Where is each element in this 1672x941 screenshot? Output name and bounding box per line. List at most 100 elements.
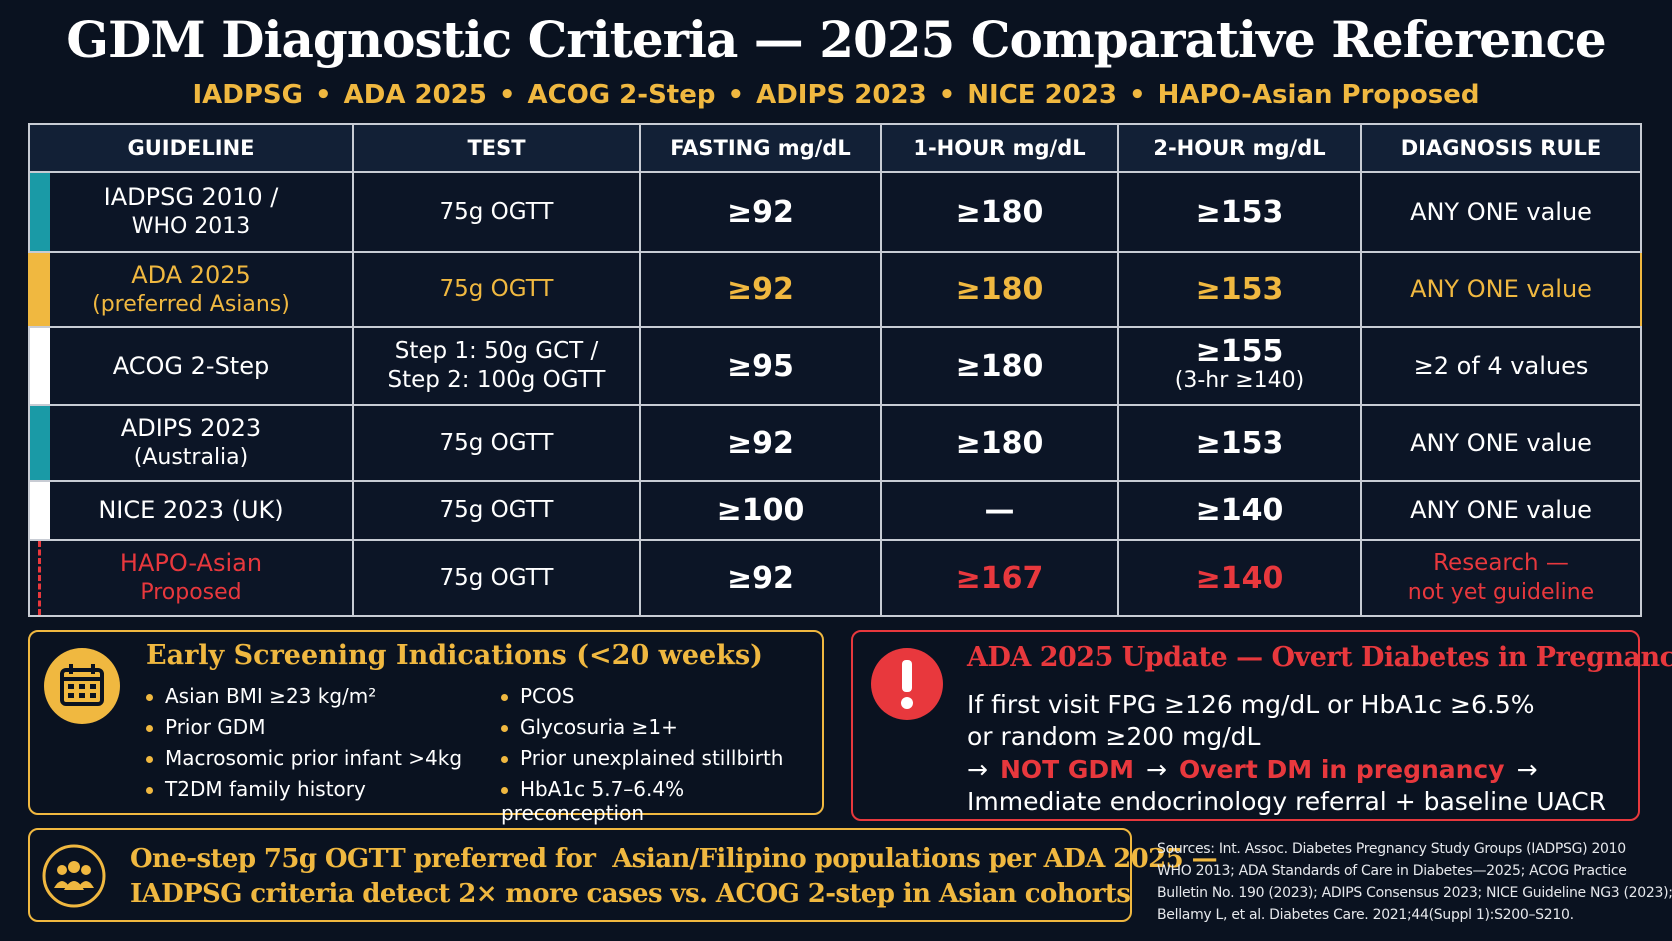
cell-line: ANY ONE value: [1410, 197, 1592, 226]
table-cell: Step 1: 50g GCT / Step 2: 100g OGTT: [352, 326, 641, 406]
cell-line: Proposed: [140, 580, 242, 605]
cell-line: ≥155: [1195, 334, 1284, 369]
table-cell: ANY ONE value: [1360, 404, 1642, 482]
banner-text: One-step 75g OGTT preferred for Asian/Fi…: [130, 842, 1218, 912]
cell-line: ≥140: [1195, 493, 1284, 528]
cell-line: ACOG 2-Step: [112, 351, 270, 380]
cell-line: WHO 2013: [131, 214, 251, 239]
alert-icon: [871, 648, 943, 720]
cell-line: Research —: [1433, 550, 1569, 576]
table-cell: ADA 2025 (preferred Asians): [28, 251, 354, 328]
people-icon: [42, 844, 106, 908]
bullet-item: PCOS: [501, 684, 821, 715]
table-row: ADA 2025 (preferred Asians) 75g OGTT ≥92 ≥18…: [28, 251, 1642, 328]
separator: •: [498, 80, 516, 110]
table-cell: ≥95: [639, 326, 882, 406]
cell-line: ≥153: [1195, 194, 1284, 230]
row-accent: [30, 253, 50, 326]
calendar-icon: [44, 648, 120, 724]
table-cell: 75g OGTT: [352, 480, 641, 541]
table-cell: HAPO-Asian Proposed: [28, 539, 354, 617]
highlight: Overt DM in pregnancy: [1179, 755, 1505, 784]
bullet-item: Prior unexplained stillbirth: [501, 746, 821, 777]
cell-line: ANY ONE value: [1410, 275, 1592, 303]
cell-line: ≥92: [727, 194, 794, 230]
header-row: GUIDELINE TEST FASTING mg/dL 1-HOUR mg/dL 2-…: [28, 123, 1642, 173]
table-body: IADPSG 2010 / WHO 2013 75g OGTT ≥92 ≥180 ≥153…: [28, 171, 1642, 617]
table-cell: ≥153: [1117, 171, 1362, 253]
table-cell: ≥153: [1117, 251, 1362, 328]
table-cell: ≥100: [639, 480, 882, 541]
cell-line: (3-hr ≥140): [1174, 368, 1305, 393]
table-cell: 75g OGTT: [352, 171, 641, 253]
cell-line: ≥180: [955, 425, 1044, 461]
source-line: Sources: Int. Assoc. Diabetes Pregnancy …: [1157, 841, 1626, 857]
title: GDM Diagnostic Criteria — 2025 Comparati…: [66, 10, 1606, 69]
table-cell: ≥92: [639, 251, 882, 328]
cell-line: 75g OGTT: [439, 497, 554, 523]
cell-line: ≥180: [955, 348, 1044, 384]
table-cell: Research — not yet guideline: [1360, 539, 1642, 617]
table-cell: ≥180: [880, 404, 1119, 482]
cell-line: ANY ONE value: [1410, 496, 1592, 524]
cell-line: 75g OGTT: [439, 429, 554, 456]
table-cell: ≥92: [639, 404, 882, 482]
cell-line: not yet guideline: [1407, 580, 1595, 605]
cell-line: 75g OGTT: [439, 276, 554, 302]
separator: •: [1129, 80, 1146, 110]
bullet-item: HbA1c 5.7–6.4% preconception: [501, 777, 821, 825]
table-cell: ADIPS 2023 (Australia): [28, 404, 354, 482]
table-row: HAPO-Asian Proposed 75g OGTT ≥92 ≥167 ≥140 Res…: [28, 539, 1642, 617]
subtitle-item: HAPO-Asian Proposed: [1157, 80, 1480, 110]
cell-line: (preferred Asians): [92, 291, 290, 317]
cell-line: 75g OGTT: [439, 564, 554, 591]
row-accent: [30, 328, 50, 404]
overt-box: ADA 2025 Update — Overt Diabetes in Preg…: [851, 630, 1672, 821]
cell-line: IADPSG 2010 /: [103, 183, 279, 211]
row-accent: [30, 406, 50, 480]
subtitle-item: ADA 2025: [343, 80, 487, 110]
subtitle-item: IADPSG: [192, 80, 303, 110]
sources: Sources: Int. Assoc. Diabetes Pregnancy …: [1157, 838, 1672, 926]
source-line: Bulletin No. 190 (2023); ADIPS Consensus…: [1157, 885, 1672, 901]
banner: One-step 75g OGTT preferred for Asian/Fi…: [28, 828, 1218, 922]
bullet-item: Macrosomic prior infant >4kg: [146, 746, 501, 777]
row-accent: [30, 482, 50, 539]
highlight: NOT GDM: [999, 755, 1135, 784]
table-row: ADIPS 2023 (Australia) 75g OGTT ≥92 ≥180 ≥153…: [28, 404, 1642, 482]
source-line: WHO 2013; ADA Standards of Care in Diabe…: [1157, 863, 1627, 879]
cell-line: ≥167: [955, 560, 1044, 596]
table-cell: ANY ONE value: [1360, 480, 1642, 541]
separator: •: [727, 80, 745, 110]
cell-line: ≥2 of 4 values: [1413, 351, 1589, 380]
overt-title: ADA 2025 Update — Overt Diabetes in Preg…: [967, 642, 1672, 673]
cell-line: —: [984, 493, 1015, 528]
column-header: FASTING mg/dL: [639, 123, 882, 173]
early-screening-box: Early Screening Indications (<20 weeks) …: [28, 630, 824, 825]
cell-line: NICE 2023 (UK): [98, 496, 284, 524]
table-cell: ANY ONE value: [1360, 251, 1642, 328]
overt-line: or random ≥200 mg/dL: [967, 722, 1261, 751]
subtitle: IADPSG • ADA 2025 • ACOG 2-Step • ADIPS 2023 • N…: [0, 80, 1672, 110]
cell-line: (Australia): [133, 445, 249, 470]
row-accent: [30, 173, 50, 251]
column-header: 1-HOUR mg/dL: [880, 123, 1119, 173]
table-cell: ANY ONE value: [1360, 171, 1642, 253]
bullet-item: Prior GDM: [146, 715, 501, 746]
table-row: ACOG 2-Step Step 1: 50g GCT / Step 2: 100g…: [28, 326, 1642, 406]
cell-line: HAPO-Asian: [119, 549, 263, 577]
cell-line: ≥153: [1195, 425, 1284, 461]
table-cell: ≥155 (3-hr ≥140): [1117, 326, 1362, 406]
table-cell: ≥153: [1117, 404, 1362, 482]
separator: •: [938, 80, 956, 110]
arrow: →: [1516, 755, 1538, 784]
cell-line: ADIPS 2023: [120, 414, 262, 442]
arrow: →: [1146, 755, 1167, 784]
table-cell: ≥180: [880, 251, 1119, 328]
table-row: IADPSG 2010 / WHO 2013 75g OGTT ≥92 ≥180 ≥153…: [28, 171, 1642, 253]
overt-line: → NOT GDM → Overt DM in pregnancy →: [967, 755, 1550, 784]
arrow: →: [967, 755, 988, 784]
subtitle-item: ACOG 2-Step: [527, 80, 716, 110]
column-header: GUIDELINE: [28, 123, 354, 173]
